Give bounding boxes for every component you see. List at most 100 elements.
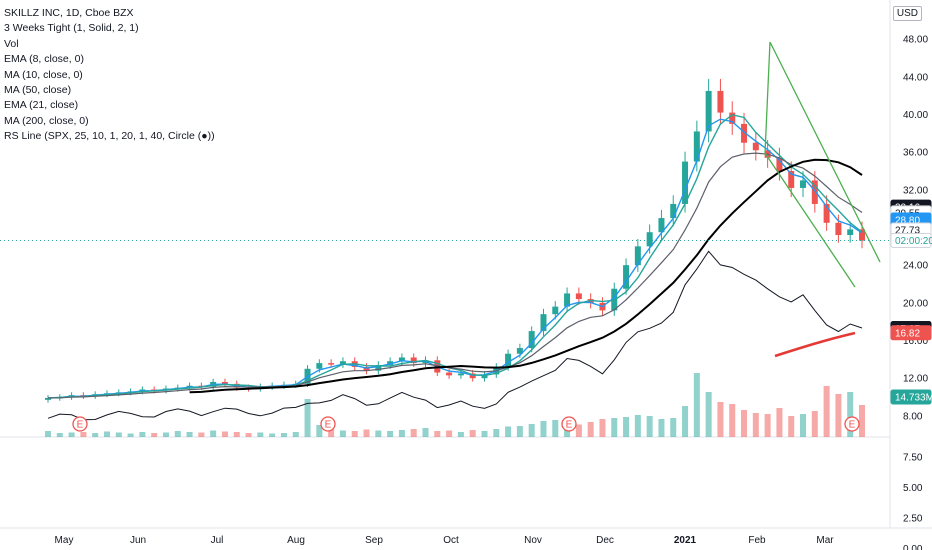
volume-bar — [387, 431, 394, 437]
legend-study[interactable]: MA (10, close, 0) — [4, 68, 83, 81]
volume-bar — [528, 424, 535, 437]
volume-bar — [269, 433, 276, 437]
legend-study[interactable]: MA (50, close) — [4, 84, 72, 97]
volume-bar — [516, 426, 523, 437]
study-legend: SKILLZ INC, 1D, Cboe BZX 3 Weeks Tight (… — [4, 6, 215, 145]
earnings-marker: E — [320, 416, 336, 432]
legend-study[interactable]: Vol — [4, 37, 19, 50]
time-tick-label: Nov — [524, 535, 542, 546]
candle-body — [717, 90, 724, 113]
earnings-label: E — [325, 420, 332, 431]
volume-bar — [174, 431, 181, 437]
currency-button[interactable]: USD — [892, 6, 922, 21]
price-tags: 30.1629.5528.8027.7302:00:2017.2716.8214… — [890, 199, 932, 405]
time-tick-label: 2021 — [674, 535, 697, 546]
ema-21-line — [47, 152, 863, 399]
price-axis[interactable]: 48.0044.0040.0036.0032.0028.0024.0020.00… — [903, 35, 928, 550]
moving-averages — [47, 113, 863, 421]
price-tick-label: 48.00 — [903, 35, 928, 46]
legend-study[interactable]: 3 Weeks Tight (1, Solid, 2, 1) — [4, 22, 139, 35]
volume-bar — [682, 406, 689, 437]
time-tick-label: Oct — [443, 535, 459, 546]
price-tag: 14.733M — [890, 389, 932, 405]
candle-body — [398, 357, 405, 362]
channel-lower-line — [764, 152, 856, 288]
candle-body — [564, 293, 571, 307]
volume-bar — [68, 432, 75, 437]
candle-body — [776, 157, 783, 171]
volume-bar — [764, 414, 771, 437]
volume-bar — [446, 430, 453, 437]
volume-bar — [210, 430, 217, 437]
channel-upper-line — [769, 41, 881, 263]
candle-body — [387, 361, 394, 366]
volume-bar — [634, 415, 641, 437]
volume-bar — [705, 392, 712, 437]
price-tick-label: 32.00 — [903, 185, 928, 196]
price-tick-label: 24.00 — [903, 261, 928, 272]
volume-bar — [599, 419, 606, 437]
legend-study[interactable]: MA (200, close, 0) — [4, 114, 89, 127]
volume-bar — [823, 386, 830, 437]
candle-body — [693, 131, 700, 162]
legend-study[interactable]: EMA (21, close) — [4, 99, 79, 112]
time-tick-label: Mar — [816, 535, 834, 546]
trend-channel — [0, 41, 890, 288]
legend-symbol[interactable]: SKILLZ INC, 1D, Cboe BZX — [4, 7, 134, 19]
candles — [45, 78, 865, 403]
volume-bar — [540, 421, 547, 437]
candle-body — [575, 293, 582, 300]
earnings-label: E — [566, 420, 573, 431]
volume-bars — [45, 373, 865, 437]
volume-bar — [410, 429, 417, 437]
volume-bar — [481, 431, 488, 437]
volume-bar — [115, 432, 122, 437]
candle-body — [328, 363, 335, 365]
volume-bar — [658, 419, 665, 437]
price-tick-label: 44.00 — [903, 72, 928, 83]
volume-bar — [859, 405, 865, 437]
time-tick-label: Aug — [287, 535, 305, 546]
volume-bar — [422, 428, 429, 437]
legend-study[interactable]: EMA (8, close, 0) — [4, 53, 84, 66]
volume-bar — [328, 429, 335, 437]
volume-bar — [363, 429, 370, 437]
time-tick-label: May — [55, 535, 74, 546]
volume-bar — [505, 426, 512, 437]
time-axis[interactable]: May Jun Jul Aug Sep Oct Nov Dec 2021 Feb Mar — [55, 535, 835, 546]
volume-bar — [257, 432, 264, 437]
volume-bar — [92, 433, 99, 437]
candle-body — [316, 363, 323, 369]
volume-bar — [280, 433, 287, 437]
volume-bar — [103, 431, 110, 437]
price-tick-label: 40.00 — [903, 110, 928, 121]
volume-bar — [434, 431, 441, 437]
price-tag-bg — [890, 232, 932, 248]
volume-bar — [623, 417, 630, 437]
candle-body — [646, 232, 653, 247]
volume-bar — [139, 432, 146, 437]
candle-body — [339, 361, 346, 365]
candle-body — [528, 331, 535, 349]
candle-body — [788, 170, 795, 188]
candle-body — [623, 265, 630, 289]
rs-line — [47, 250, 863, 421]
candle-body — [446, 372, 453, 376]
price-tag-bg — [890, 325, 932, 341]
volume-bar — [457, 432, 464, 437]
volume-bar — [80, 432, 87, 437]
price-tag-label: 28.80 — [895, 215, 920, 226]
volume-bar — [292, 432, 299, 437]
volume-bar — [493, 429, 500, 437]
price-tick-label: 36.00 — [903, 148, 928, 159]
candle-body — [729, 112, 736, 124]
legend-study[interactable]: RS Line (SPX, 25, 10, 1, 20, 1, 40, Circ… — [4, 130, 215, 143]
volume-bar — [351, 431, 358, 437]
candle-body — [552, 306, 559, 315]
volume-bar — [752, 413, 759, 437]
price-tag: 16.82 — [890, 325, 932, 341]
earnings-label: E — [77, 420, 84, 431]
volume-bar — [198, 432, 205, 437]
volume-bar — [127, 433, 134, 437]
